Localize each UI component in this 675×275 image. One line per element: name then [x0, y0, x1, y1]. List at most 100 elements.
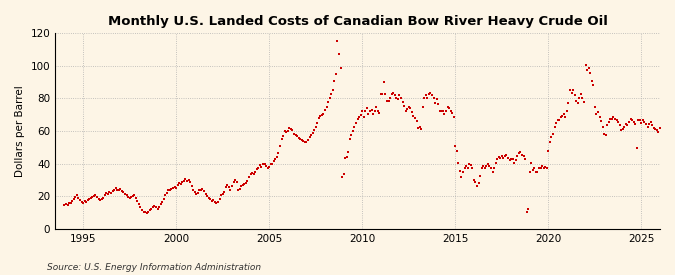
- Point: [174, 181, 185, 185]
- Point: [381, 99, 392, 103]
- Point: [588, 82, 599, 87]
- Point: [301, 140, 312, 145]
- Y-axis label: Dollars per Barrel: Dollars per Barrel: [15, 85, 25, 177]
- Point: [551, 121, 562, 125]
- Point: [369, 108, 380, 113]
- Point: [67, 199, 78, 203]
- Point: [216, 193, 227, 197]
- Point: [333, 51, 344, 56]
- Point: [473, 181, 484, 185]
- Point: [366, 108, 377, 112]
- Point: [477, 165, 487, 170]
- Point: [516, 152, 527, 157]
- Point: [628, 120, 639, 124]
- Point: [572, 100, 583, 105]
- Point: [276, 137, 287, 141]
- Point: [119, 191, 130, 196]
- Point: [441, 108, 452, 113]
- Point: [352, 117, 363, 121]
- Point: [614, 123, 625, 128]
- Point: [563, 100, 574, 105]
- Point: [355, 112, 366, 117]
- Point: [515, 150, 526, 154]
- Point: [178, 179, 189, 184]
- Point: [176, 182, 186, 186]
- Point: [220, 185, 231, 189]
- Point: [417, 105, 428, 109]
- Point: [569, 93, 580, 97]
- Point: [446, 108, 456, 113]
- Point: [281, 130, 292, 134]
- Point: [650, 126, 661, 131]
- Point: [425, 90, 436, 95]
- Point: [323, 100, 333, 104]
- Point: [587, 79, 597, 84]
- Point: [422, 95, 433, 100]
- Point: [597, 125, 608, 129]
- Point: [332, 39, 343, 44]
- Point: [190, 190, 200, 194]
- Point: [104, 190, 115, 194]
- Point: [183, 178, 194, 182]
- Point: [129, 193, 140, 197]
- Point: [630, 122, 641, 126]
- Point: [430, 100, 441, 105]
- Point: [554, 117, 564, 122]
- Point: [194, 188, 205, 192]
- Point: [124, 196, 135, 200]
- Point: [465, 163, 476, 167]
- Point: [63, 201, 74, 206]
- Point: [521, 210, 532, 214]
- Point: [467, 165, 478, 170]
- Point: [634, 117, 645, 122]
- Point: [115, 186, 126, 191]
- Point: [324, 95, 335, 100]
- Point: [442, 105, 453, 109]
- Point: [138, 209, 149, 214]
- Point: [292, 134, 302, 138]
- Point: [411, 119, 422, 123]
- Point: [447, 111, 458, 115]
- Point: [510, 158, 521, 163]
- Point: [414, 125, 425, 129]
- Point: [439, 112, 450, 116]
- Point: [315, 113, 326, 118]
- Point: [616, 128, 626, 132]
- Point: [74, 198, 85, 202]
- Point: [448, 115, 459, 119]
- Point: [487, 169, 498, 174]
- Point: [172, 183, 183, 187]
- Point: [105, 191, 116, 195]
- Point: [624, 120, 634, 124]
- Point: [603, 120, 614, 124]
- Point: [264, 165, 275, 169]
- Point: [454, 169, 465, 173]
- Point: [633, 118, 644, 123]
- Point: [527, 168, 538, 172]
- Point: [166, 186, 177, 191]
- Point: [346, 133, 357, 137]
- Point: [160, 193, 171, 197]
- Point: [253, 165, 264, 170]
- Point: [180, 177, 191, 181]
- Point: [582, 68, 593, 72]
- Point: [245, 172, 256, 176]
- Point: [472, 184, 483, 189]
- Point: [296, 138, 307, 142]
- Point: [534, 166, 545, 170]
- Point: [317, 112, 327, 117]
- Point: [140, 210, 151, 214]
- Point: [300, 139, 310, 144]
- Point: [574, 95, 585, 100]
- Point: [307, 131, 318, 136]
- Point: [506, 156, 516, 161]
- Point: [202, 194, 213, 198]
- Point: [394, 93, 405, 97]
- Point: [416, 126, 427, 131]
- Point: [340, 156, 350, 160]
- Point: [209, 200, 220, 204]
- Point: [404, 104, 414, 109]
- Point: [265, 162, 276, 167]
- Point: [84, 196, 95, 201]
- Point: [110, 186, 121, 190]
